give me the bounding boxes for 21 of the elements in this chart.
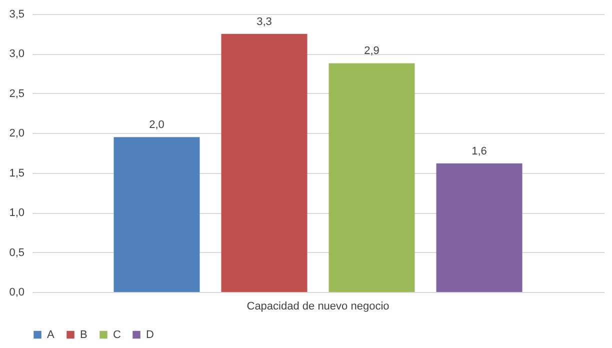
y-tick-label: 1,0: [9, 207, 24, 220]
y-tick-label: 0,5: [9, 246, 24, 259]
y-tick-label: 2,0: [9, 128, 24, 140]
y-tick-label: 3,0: [9, 48, 24, 60]
legend-label: C: [113, 328, 121, 341]
bar: [221, 34, 308, 292]
data-label: 3,3: [256, 16, 272, 28]
bar: [328, 63, 415, 292]
y-tick-label: 2,5: [9, 88, 24, 100]
data-label: 1,6: [472, 145, 487, 158]
y-tick-label: 3,5: [9, 8, 24, 20]
legend-label: B: [80, 328, 88, 341]
data-label: 2,9: [364, 45, 380, 58]
x-tick-label: Capacidad de nuevo negocio: [246, 300, 390, 312]
legend-label: D: [146, 328, 154, 341]
y-tick-label: 1,5: [9, 167, 24, 180]
legend-label: A: [47, 328, 55, 341]
bar: [114, 137, 200, 292]
data-label: 2,0: [149, 119, 164, 132]
bar: [436, 163, 522, 292]
y-tick-label: 0,0: [9, 286, 24, 298]
